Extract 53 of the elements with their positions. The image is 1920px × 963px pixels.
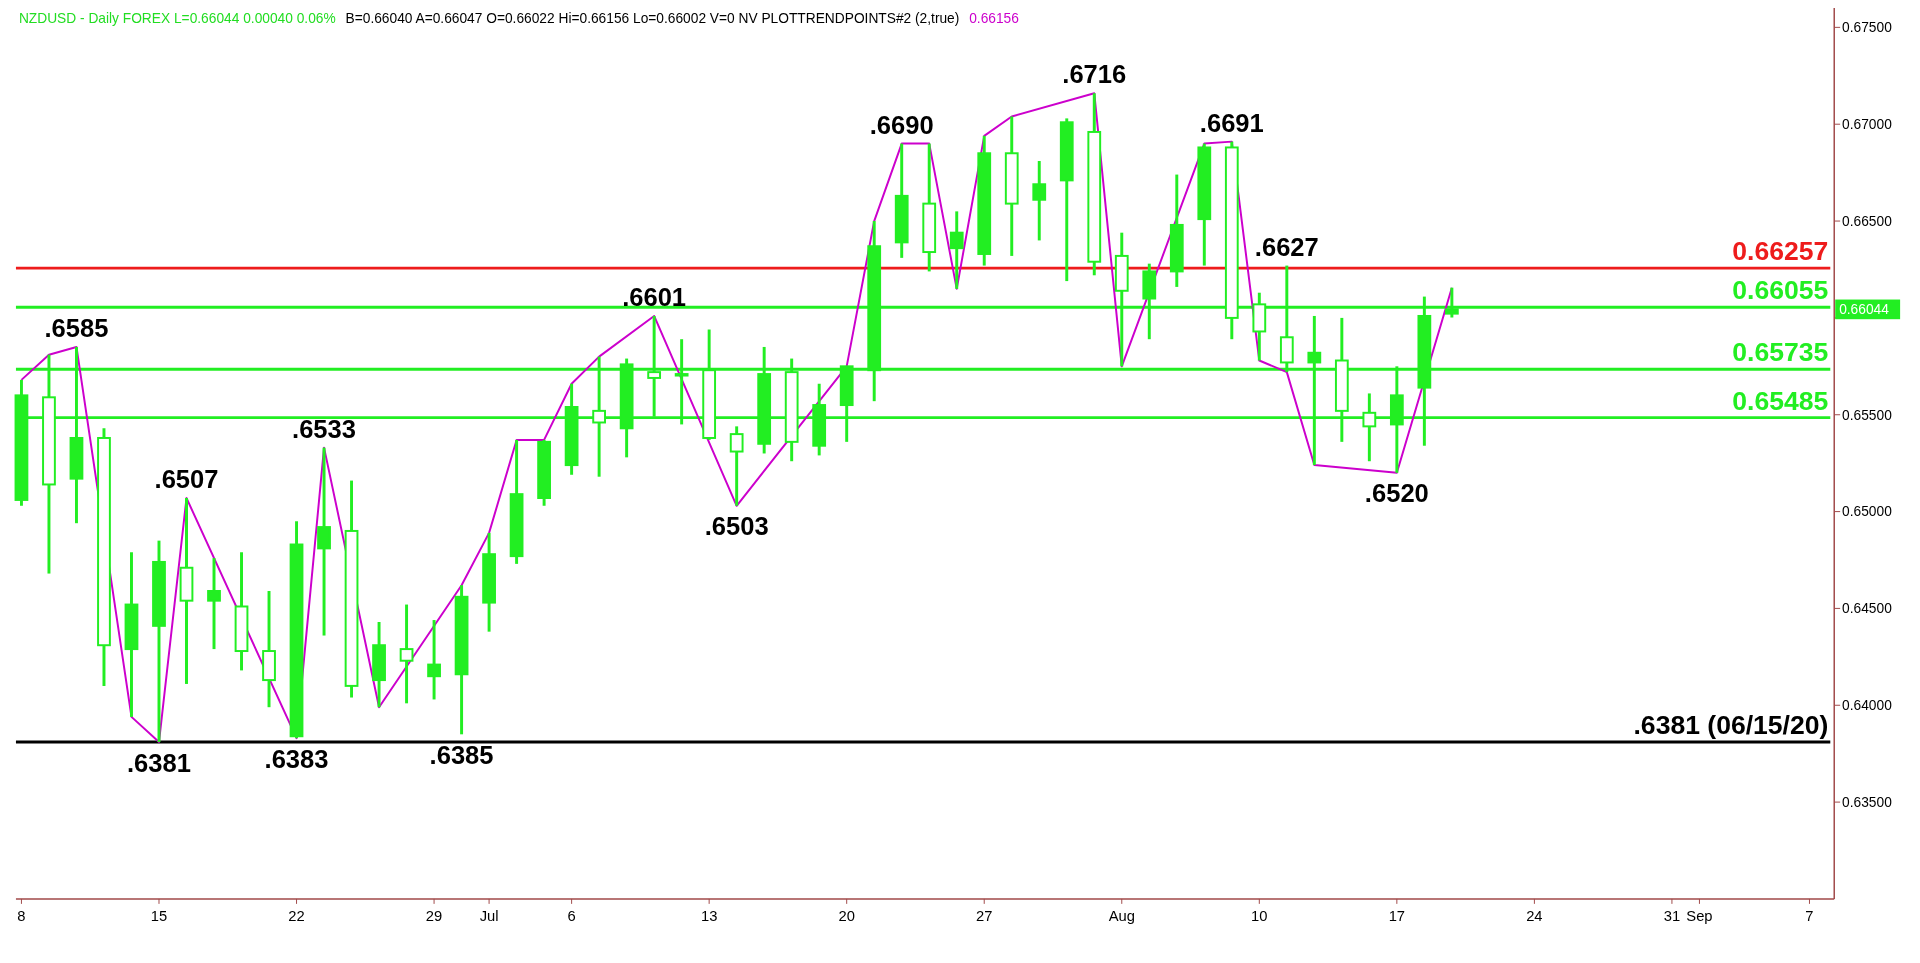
annotation: .6533 — [292, 414, 357, 443]
annotation: .6627 — [1254, 232, 1319, 261]
x-tick-label: 13 — [700, 907, 718, 924]
annotation: .6503 — [704, 512, 769, 541]
annotation: .6601 — [622, 283, 687, 312]
candlestick — [317, 446, 331, 638]
annotation: .6383 — [264, 744, 329, 773]
y-tick-label: 0.64000 — [1842, 698, 1893, 714]
candlestick — [949, 209, 964, 291]
x-tick-label: 27 — [976, 907, 993, 924]
y-tick-label: 0.67500 — [1842, 20, 1893, 36]
candlestick — [427, 618, 441, 701]
x-tick-label: 24 — [1526, 907, 1543, 924]
annotation: 0.66156 — [969, 10, 1020, 26]
x-tick-label: Sep — [1686, 907, 1713, 924]
annotation: .6585 — [44, 314, 109, 343]
ref-line-label: 0.66257 — [1732, 236, 1829, 267]
y-tick-label: 0.63500 — [1842, 794, 1893, 810]
x-tick-label: Jul — [479, 907, 499, 924]
x-tick-label: Aug — [1108, 907, 1135, 924]
ref-line-label: .6381 (06/15/20) — [1633, 710, 1829, 741]
x-tick-label: 15 — [150, 907, 168, 924]
x-tick-label: 8 — [17, 907, 26, 924]
annotation: .6381 — [127, 748, 191, 777]
chart-title: NZDUSD - Daily FOREX L=0.66044 0.00040 0.06% — [18, 10, 336, 26]
candlestick — [729, 424, 744, 508]
annotation: .6716 — [1062, 60, 1127, 89]
x-tick-label: 7 — [1805, 907, 1814, 924]
chart-subtitle: B=0.66040 A=0.66047 O=0.66022 Hi=0.66156 Lo=0.66002 V=0 NV PLOTTRENDPOINTS#2 (2,true) — [345, 10, 960, 26]
y-tick-label: 0.64500 — [1842, 601, 1893, 617]
annotation: .6385 — [429, 740, 494, 769]
y-tick-label: 0.65000 — [1842, 504, 1893, 520]
ref-line-label: 0.66055 — [1732, 275, 1829, 306]
annotation: .6691 — [1199, 108, 1264, 137]
candlestick — [207, 556, 221, 651]
annotation: .6520 — [1364, 479, 1429, 508]
x-tick-label: 17 — [1388, 907, 1406, 924]
x-tick-label: 31 — [1663, 907, 1681, 924]
y-tick-label: 0.67000 — [1842, 117, 1893, 133]
x-tick-label: 22 — [288, 907, 305, 924]
x-tick-label: 10 — [1251, 907, 1268, 924]
annotation: .6690 — [869, 110, 934, 139]
x-tick-label: 20 — [838, 907, 855, 924]
candlestick — [399, 603, 414, 705]
candlestick — [1032, 159, 1047, 242]
y-tick-label: 0.65500 — [1842, 407, 1893, 423]
x-tick-label: 6 — [567, 907, 576, 924]
annotation: .6507 — [154, 465, 219, 494]
x-tick-label: 29 — [425, 907, 443, 924]
y-tick-label: 0.66500 — [1842, 213, 1893, 229]
ref-line-label: 0.65735 — [1732, 337, 1829, 368]
text: 0.66044 — [1839, 302, 1890, 318]
ref-line-label: 0.65485 — [1732, 385, 1829, 416]
